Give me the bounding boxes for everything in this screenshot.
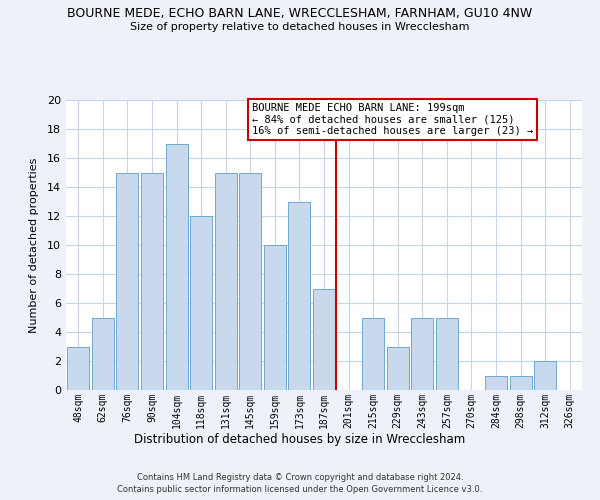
Text: Distribution of detached houses by size in Wrecclesham: Distribution of detached houses by size … bbox=[134, 432, 466, 446]
Bar bbox=[411, 318, 433, 390]
Bar bbox=[436, 318, 458, 390]
Text: BOURNE MEDE, ECHO BARN LANE, WRECCLESHAM, FARNHAM, GU10 4NW: BOURNE MEDE, ECHO BARN LANE, WRECCLESHAM… bbox=[67, 8, 533, 20]
Bar bbox=[239, 172, 262, 390]
Y-axis label: Number of detached properties: Number of detached properties bbox=[29, 158, 38, 332]
Bar bbox=[67, 346, 89, 390]
Bar bbox=[116, 172, 139, 390]
Bar bbox=[215, 172, 237, 390]
Bar bbox=[289, 202, 310, 390]
Text: Size of property relative to detached houses in Wrecclesham: Size of property relative to detached ho… bbox=[130, 22, 470, 32]
Bar bbox=[485, 376, 507, 390]
Bar bbox=[386, 346, 409, 390]
Bar bbox=[509, 376, 532, 390]
Text: Contains public sector information licensed under the Open Government Licence v3: Contains public sector information licen… bbox=[118, 485, 482, 494]
Bar bbox=[190, 216, 212, 390]
Bar bbox=[92, 318, 114, 390]
Bar bbox=[141, 172, 163, 390]
Bar bbox=[264, 245, 286, 390]
Bar bbox=[313, 288, 335, 390]
Bar bbox=[166, 144, 188, 390]
Bar bbox=[534, 361, 556, 390]
Text: BOURNE MEDE ECHO BARN LANE: 199sqm
← 84% of detached houses are smaller (125)
16: BOURNE MEDE ECHO BARN LANE: 199sqm ← 84%… bbox=[252, 103, 533, 136]
Text: Contains HM Land Registry data © Crown copyright and database right 2024.: Contains HM Land Registry data © Crown c… bbox=[137, 472, 463, 482]
Bar bbox=[362, 318, 384, 390]
